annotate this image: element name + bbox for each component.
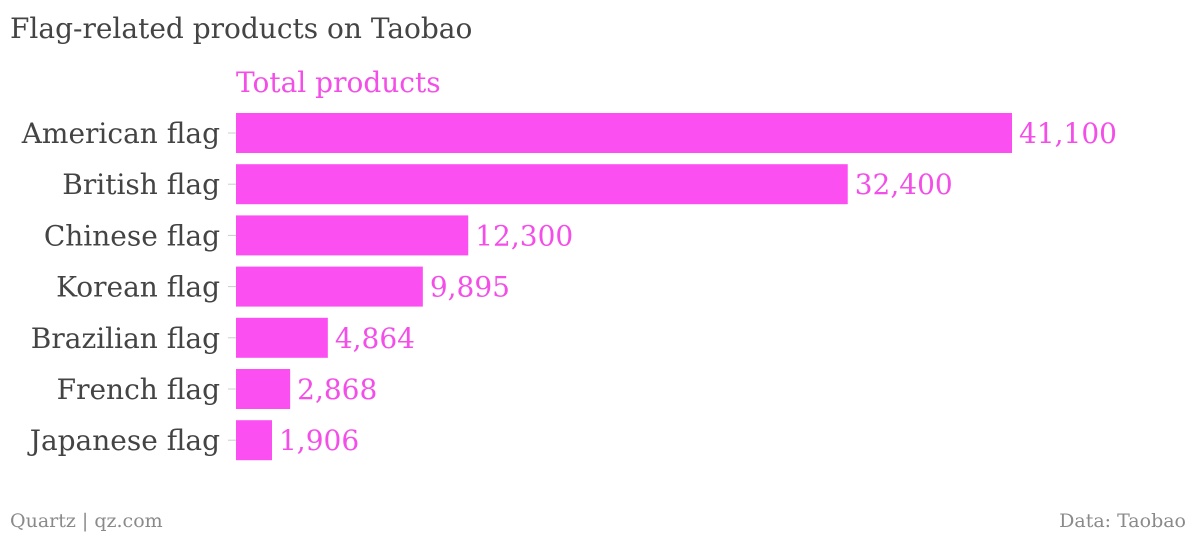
category-label: French flag [57,373,220,406]
bar [236,113,1012,153]
series-label: Total products [236,66,441,99]
category-label: Korean flag [56,271,220,304]
value-label: 41,100 [1019,117,1117,150]
category-label: British flag [62,168,220,201]
bar [236,266,423,307]
bar [236,420,272,461]
category-label: Japanese flag [27,424,220,457]
category-label: Brazilian flag [31,322,220,355]
value-label: 12,300 [475,219,573,252]
category-label: American flag [21,117,220,150]
footer-credit: Quartz | qz.com [10,510,163,532]
bar-chart: Total products American flag 41,100 British… [21,66,1117,461]
value-label: 4,864 [335,322,415,355]
bar [236,164,848,205]
value-label: 32,400 [855,168,953,201]
value-label: 2,868 [297,373,377,406]
category-label: Chinese flag [44,219,220,252]
value-label: 1,906 [279,424,359,457]
value-label: 9,895 [430,271,510,304]
chart-title: Flag-related products on Taobao [10,12,473,45]
footer-source: Data: Taobao [1059,510,1186,532]
bar [236,369,291,409]
bar [236,317,328,358]
bar [236,215,469,256]
